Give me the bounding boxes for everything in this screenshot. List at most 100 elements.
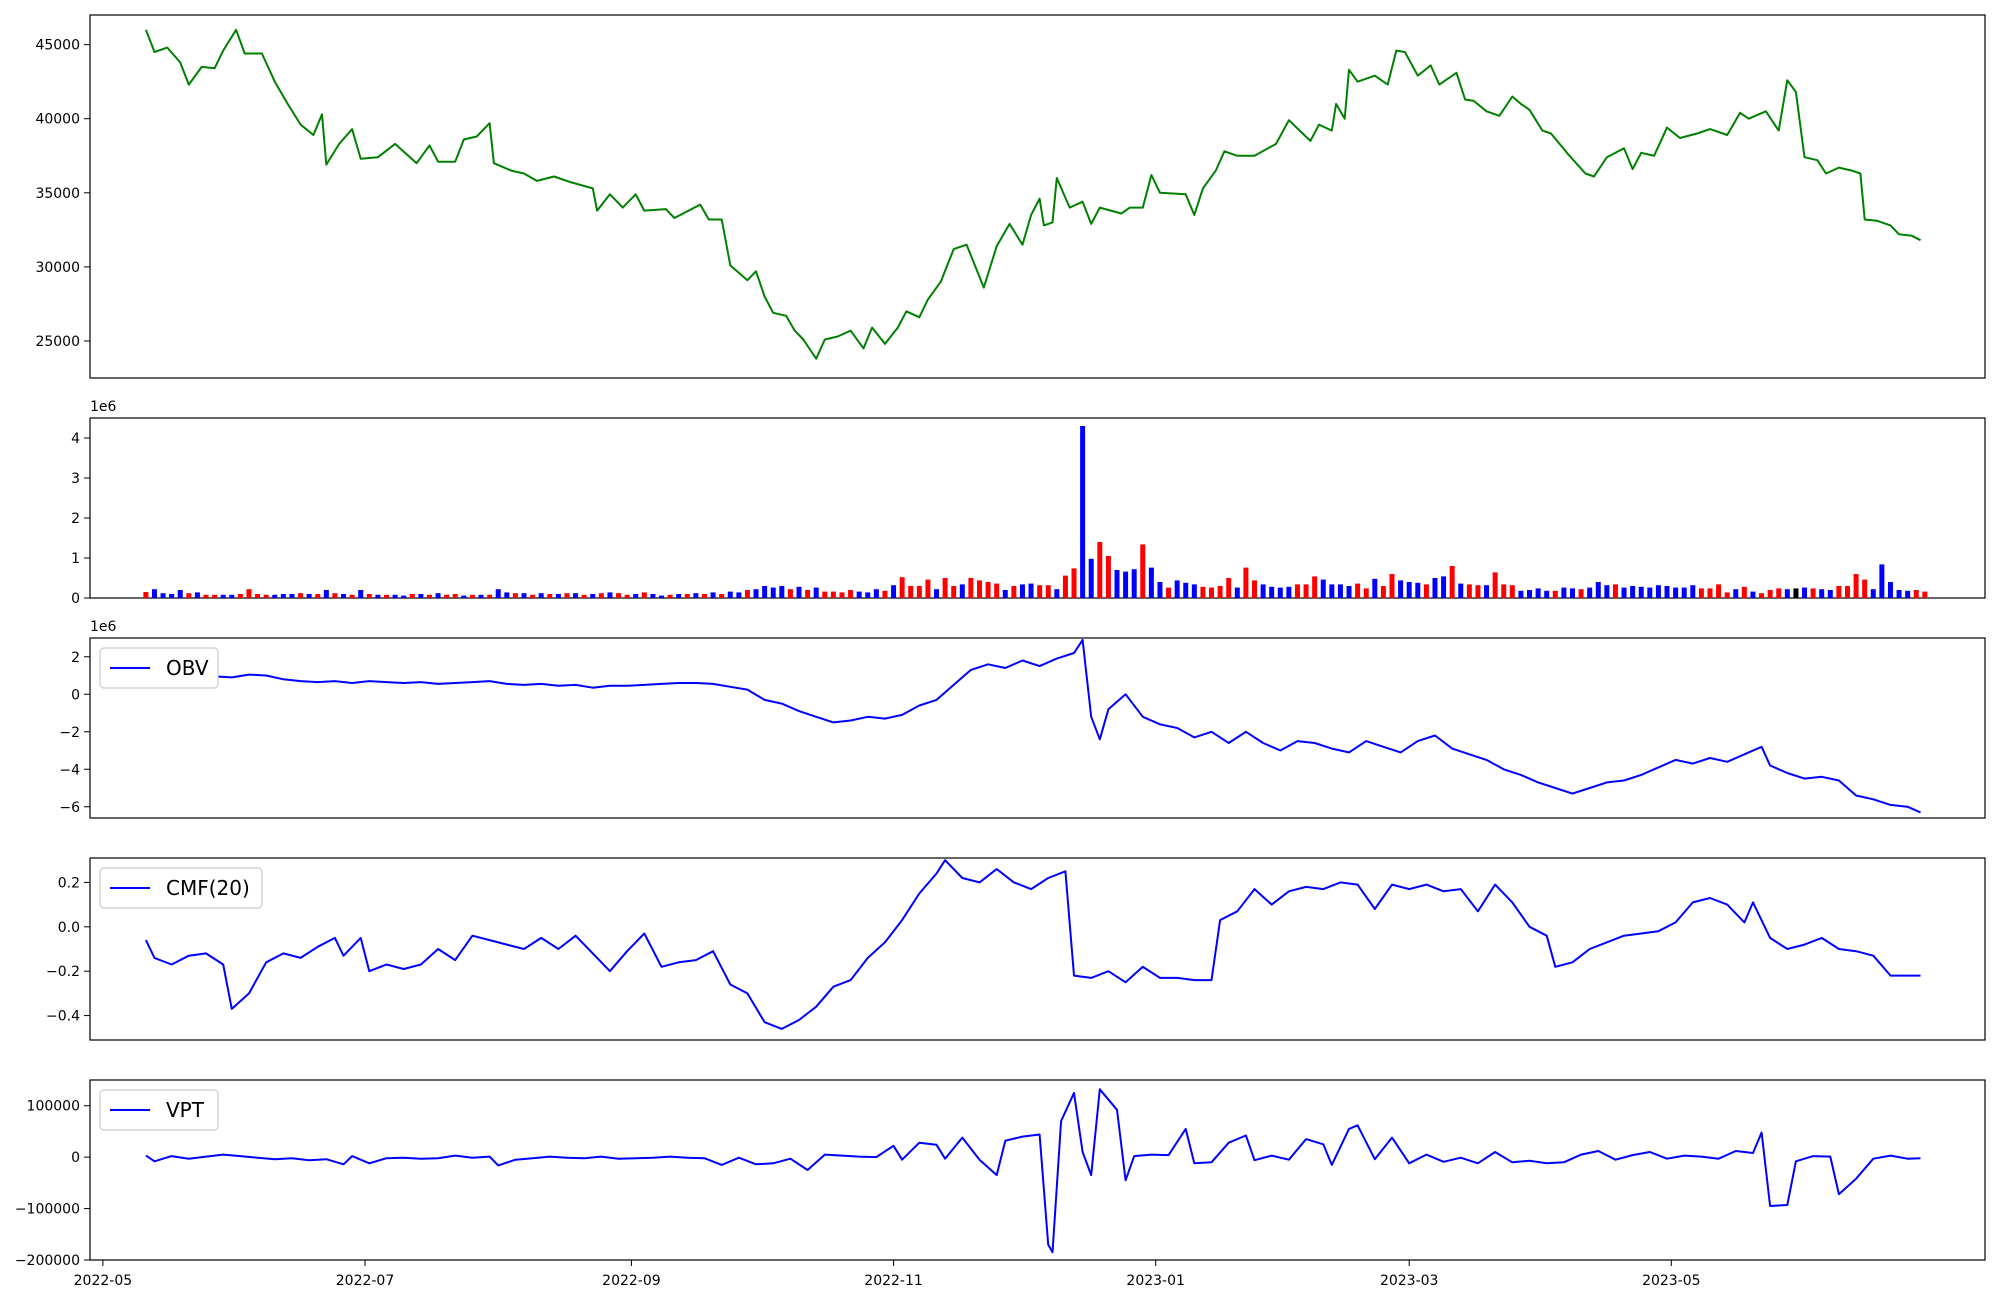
volume-bar bbox=[1432, 578, 1438, 598]
volume-bar bbox=[1819, 589, 1825, 598]
volume-bar bbox=[719, 594, 725, 598]
volume-bar bbox=[1707, 588, 1713, 598]
volume-bar bbox=[1123, 571, 1129, 598]
volume-bar bbox=[530, 594, 536, 598]
volume-bar bbox=[598, 593, 604, 598]
volume-bar bbox=[1062, 575, 1068, 598]
volume-bar bbox=[1595, 582, 1601, 598]
volume-bar bbox=[1484, 585, 1490, 598]
volume-bar bbox=[1037, 585, 1043, 598]
x-tick-label: 2022-11 bbox=[864, 1273, 923, 1289]
volume-bar bbox=[143, 592, 149, 598]
volume-bar bbox=[255, 594, 261, 598]
volume-bar bbox=[908, 586, 914, 598]
y-tick-label: 0 bbox=[71, 1150, 80, 1166]
volume-bar bbox=[856, 591, 862, 598]
axes-frame bbox=[89, 857, 1986, 1041]
volume-bar bbox=[564, 593, 570, 598]
volume-bar bbox=[487, 594, 493, 598]
volume-bar bbox=[865, 592, 871, 598]
volume-bar bbox=[1492, 572, 1498, 598]
y-tick-label: 0.2 bbox=[58, 875, 80, 891]
volume-bar bbox=[538, 593, 544, 598]
volume-bar bbox=[1810, 588, 1816, 598]
volume-bar bbox=[1234, 587, 1240, 598]
volume-bar bbox=[1045, 585, 1051, 598]
volume-bar bbox=[1475, 585, 1481, 598]
series-line bbox=[144, 859, 1921, 1030]
y-tick-label: 1 bbox=[71, 551, 80, 567]
y-tick-label: 100000 bbox=[27, 1099, 80, 1115]
volume-bar bbox=[1681, 587, 1687, 598]
volume-bar bbox=[1604, 585, 1610, 598]
volume-bar bbox=[375, 594, 381, 598]
volume-bar bbox=[1097, 542, 1103, 598]
volume-bar bbox=[951, 586, 957, 598]
volume-bar bbox=[1294, 584, 1300, 598]
volume-bar bbox=[805, 590, 811, 598]
volume-bar bbox=[590, 594, 596, 598]
volume-bar bbox=[667, 594, 673, 598]
x-tick-label: 2022-07 bbox=[336, 1273, 395, 1289]
volume-bar bbox=[1320, 579, 1326, 598]
volume-bar bbox=[426, 594, 432, 598]
volume-bar bbox=[968, 578, 974, 598]
volume-bar bbox=[512, 593, 518, 598]
volume-bar bbox=[401, 595, 407, 598]
volume-bar bbox=[1260, 584, 1266, 598]
volume-bar bbox=[1844, 586, 1850, 598]
volume-bar bbox=[186, 593, 192, 598]
volume-bar bbox=[1441, 576, 1447, 598]
panel-5: −200000 −100000 0 100000 2022-05 2022-07 2022-… bbox=[15, 1079, 1986, 1289]
volume-bar bbox=[1561, 587, 1567, 598]
y-tick-label: 25000 bbox=[35, 334, 80, 350]
volume-bar bbox=[762, 586, 768, 598]
volume-bar bbox=[1784, 589, 1790, 598]
volume-bar bbox=[160, 593, 166, 598]
volume-bar bbox=[616, 593, 622, 598]
axes-frame bbox=[89, 637, 1986, 819]
volume-bar bbox=[272, 594, 278, 598]
volume-bar bbox=[1088, 558, 1094, 598]
volume-bar bbox=[796, 586, 802, 598]
volume-bar bbox=[916, 586, 922, 598]
volume-bar bbox=[899, 577, 905, 598]
volume-bar bbox=[263, 594, 269, 598]
volume-bar bbox=[1827, 590, 1833, 598]
volume-bar bbox=[1372, 578, 1378, 598]
y-tick-label: 0 bbox=[71, 687, 80, 703]
volume-bar bbox=[839, 592, 845, 598]
volume-bar bbox=[1337, 584, 1343, 598]
volume-bar bbox=[1019, 584, 1025, 598]
volume-bar bbox=[1862, 579, 1868, 598]
volume-bar bbox=[383, 594, 389, 598]
volume-bar bbox=[581, 594, 587, 598]
volume-bar bbox=[1191, 584, 1197, 598]
volume-bar bbox=[237, 594, 243, 598]
volume-bar bbox=[1148, 567, 1154, 598]
legend-label: CMF(20) bbox=[166, 876, 250, 900]
volume-bar bbox=[547, 594, 553, 598]
volume-bar bbox=[1028, 583, 1034, 598]
series-line bbox=[144, 28, 1921, 360]
volume-bar bbox=[1767, 590, 1773, 598]
volume-bar bbox=[1776, 588, 1782, 598]
volume-bar bbox=[1887, 582, 1893, 598]
x-tick-label: 2022-05 bbox=[74, 1273, 133, 1289]
series-line bbox=[145, 1088, 1921, 1254]
volume-bar bbox=[744, 590, 750, 598]
volume-bar bbox=[1527, 590, 1533, 598]
volume-bar bbox=[435, 593, 441, 598]
volume-bar bbox=[1355, 583, 1361, 598]
x-tick-label: 2022-09 bbox=[602, 1273, 661, 1289]
volume-bar bbox=[1552, 590, 1558, 598]
y-tick-label: 40000 bbox=[35, 112, 80, 128]
y-tick-label: 0.0 bbox=[58, 920, 80, 936]
volume-bar bbox=[985, 582, 991, 598]
volume-bar bbox=[1655, 585, 1661, 598]
volume-bar bbox=[607, 592, 613, 598]
volume-bar bbox=[1733, 589, 1739, 598]
volume-bar bbox=[452, 594, 458, 598]
legend-box bbox=[99, 647, 219, 689]
